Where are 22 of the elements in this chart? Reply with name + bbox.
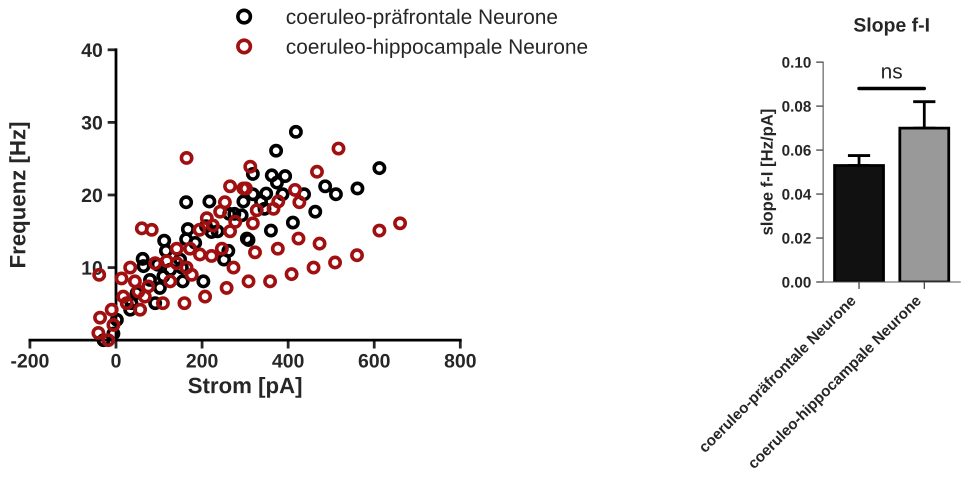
x-tick-label: 800	[444, 354, 476, 368]
legend-label: coeruleo-präfrontale Neurone	[286, 8, 558, 28]
y-tick-label: 40	[81, 43, 102, 58]
y-tick-label: 20	[82, 188, 102, 202]
y-tick-label: 0.08	[782, 100, 811, 112]
y-tick-label: 0.00	[782, 276, 811, 288]
x-tick-label: 600	[358, 354, 390, 368]
y-axis-title: slope f-I [Hz/pA]	[760, 110, 776, 235]
legend-label: coeruleo-hippocampale Neurone	[286, 38, 588, 58]
y-tick-label: 0.02	[782, 232, 811, 244]
x-tick-label: 200	[186, 354, 218, 368]
y-axis-title: Frequenz [Hz]	[9, 122, 30, 267]
x-tick-label: 400	[272, 354, 304, 368]
y-tick-label: 30	[82, 116, 102, 130]
y-tick-label: 0.04	[782, 188, 812, 200]
chart-title: Slope f-I	[854, 17, 929, 36]
x-tick-label: -200	[11, 354, 49, 368]
y-tick-label: 0.06	[782, 144, 811, 156]
x-axis-title: Strom [pA]	[188, 377, 302, 398]
annotation: ns	[882, 67, 902, 79]
y-tick-label: 0.10	[782, 56, 811, 68]
x-tick-label: 0	[111, 354, 121, 368]
